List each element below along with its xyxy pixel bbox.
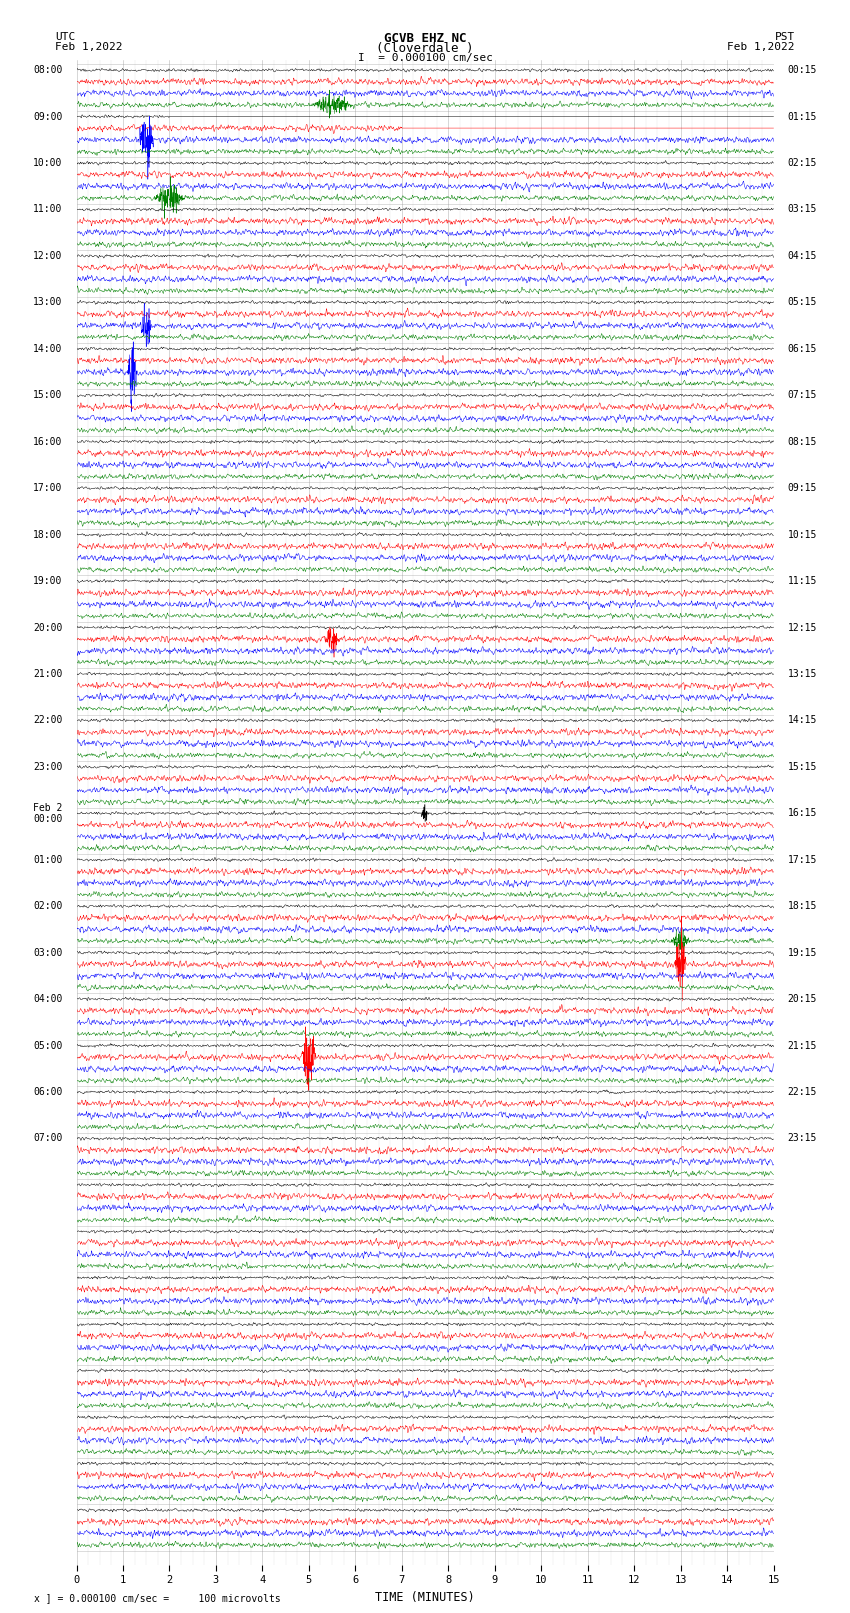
Text: x ] = 0.000100 cm/sec =     100 microvolts: x ] = 0.000100 cm/sec = 100 microvolts [34,1594,280,1603]
Text: 00:15: 00:15 [787,65,817,76]
Text: 20:15: 20:15 [787,994,817,1005]
Text: 05:00: 05:00 [33,1040,63,1050]
Text: 23:15: 23:15 [787,1134,817,1144]
Text: 12:15: 12:15 [787,623,817,632]
Text: Feb 1,2022: Feb 1,2022 [55,42,122,52]
Text: 08:15: 08:15 [787,437,817,447]
Text: 20:00: 20:00 [33,623,63,632]
Text: 23:00: 23:00 [33,761,63,773]
Text: PST: PST [774,32,795,42]
Text: 19:15: 19:15 [787,948,817,958]
Text: 15:00: 15:00 [33,390,63,400]
Text: 17:15: 17:15 [787,855,817,865]
Text: 19:00: 19:00 [33,576,63,586]
Text: 18:15: 18:15 [787,902,817,911]
Text: 09:15: 09:15 [787,484,817,494]
Text: 11:00: 11:00 [33,205,63,215]
Text: 03:00: 03:00 [33,948,63,958]
Text: 22:15: 22:15 [787,1087,817,1097]
Text: 01:15: 01:15 [787,111,817,121]
Text: 13:15: 13:15 [787,669,817,679]
Text: UTC: UTC [55,32,76,42]
Text: 11:15: 11:15 [787,576,817,586]
Text: 10:00: 10:00 [33,158,63,168]
Text: 14:15: 14:15 [787,716,817,726]
Text: 16:00: 16:00 [33,437,63,447]
Text: 05:15: 05:15 [787,297,817,308]
Text: 03:15: 03:15 [787,205,817,215]
Text: (Cloverdale ): (Cloverdale ) [377,42,473,55]
Text: 17:00: 17:00 [33,484,63,494]
Text: 02:15: 02:15 [787,158,817,168]
Text: 04:15: 04:15 [787,252,817,261]
Text: 21:00: 21:00 [33,669,63,679]
Text: 07:15: 07:15 [787,390,817,400]
Text: 09:00: 09:00 [33,111,63,121]
Text: 10:15: 10:15 [787,529,817,540]
Text: I  = 0.000100 cm/sec: I = 0.000100 cm/sec [358,53,492,63]
Text: Feb 2
00:00: Feb 2 00:00 [33,803,63,824]
Text: 02:00: 02:00 [33,902,63,911]
Text: 15:15: 15:15 [787,761,817,773]
Text: 13:00: 13:00 [33,297,63,308]
Text: 21:15: 21:15 [787,1040,817,1050]
Text: 12:00: 12:00 [33,252,63,261]
X-axis label: TIME (MINUTES): TIME (MINUTES) [375,1590,475,1603]
Text: 04:00: 04:00 [33,994,63,1005]
Text: 08:00: 08:00 [33,65,63,76]
Text: 01:00: 01:00 [33,855,63,865]
Text: 06:15: 06:15 [787,344,817,353]
Text: 06:00: 06:00 [33,1087,63,1097]
Text: 07:00: 07:00 [33,1134,63,1144]
Text: 22:00: 22:00 [33,716,63,726]
Text: 18:00: 18:00 [33,529,63,540]
Text: GCVB EHZ NC: GCVB EHZ NC [383,32,467,45]
Text: 14:00: 14:00 [33,344,63,353]
Text: 16:15: 16:15 [787,808,817,818]
Text: Feb 1,2022: Feb 1,2022 [728,42,795,52]
